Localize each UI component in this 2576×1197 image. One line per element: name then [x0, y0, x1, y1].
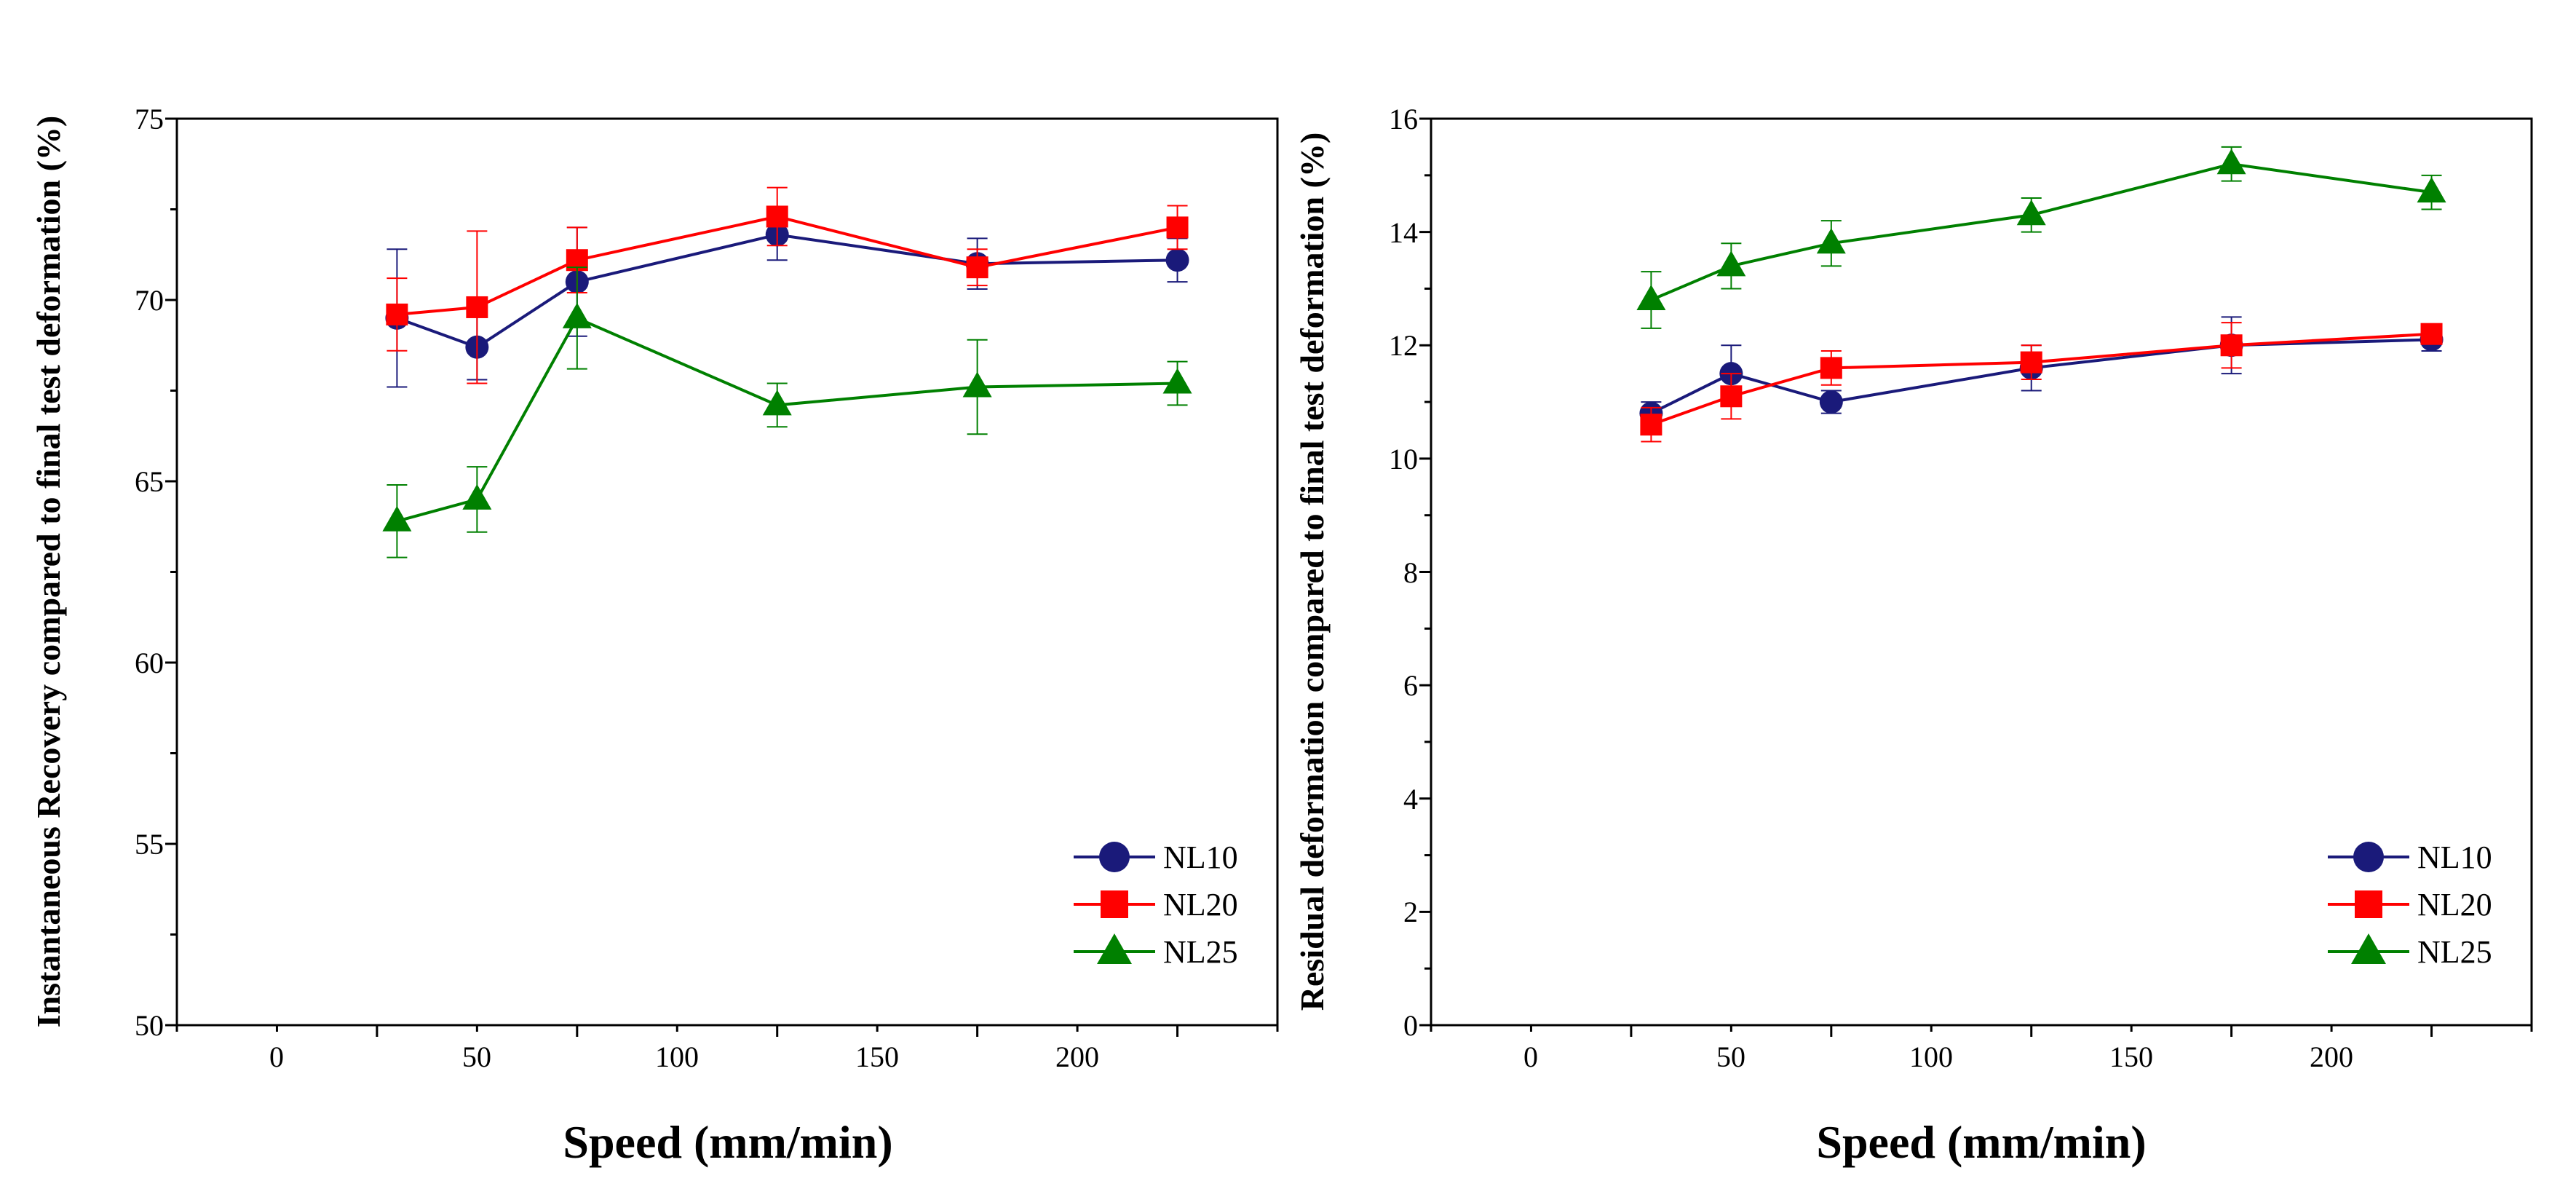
y-tick-label: 55: [135, 828, 164, 861]
data-point-nl25: [1636, 285, 1666, 310]
y-tick-label: 50: [135, 1009, 164, 1042]
series-line-nl25: [396, 316, 1178, 523]
data-point-nl25: [2417, 177, 2446, 203]
legend-marker-nl20: [1101, 890, 1128, 918]
y-tick-label: 12: [1389, 329, 1418, 362]
data-point-nl20: [766, 205, 788, 228]
legend-marker-nl25: [2351, 933, 2386, 964]
x-tick-label: 50: [1716, 1040, 1745, 1073]
series-layer: [382, 186, 1192, 558]
y-tick-label: 2: [1403, 896, 1418, 928]
y-tick-label: 70: [135, 284, 164, 317]
data-point-nl25: [2016, 200, 2046, 226]
data-point-nl20: [1820, 357, 1842, 379]
legend-marker-nl20: [2355, 890, 2382, 918]
data-point-nl20: [386, 303, 408, 325]
y-tick-label: 16: [1389, 103, 1418, 135]
x-tick-labels: 0 50 100 150 200: [1523, 1040, 2353, 1073]
left-chart: 50 55 60 65 70 75 0 50 100 150 200 Speed…: [30, 103, 1279, 1168]
y-tick-label: 60: [135, 647, 164, 679]
data-point-nl25: [562, 302, 592, 328]
right-chart: 0 2 4 6 8 10 12 14 16 0 50 100 150 200 S…: [1293, 103, 2533, 1168]
x-tick-label: 200: [2310, 1040, 2353, 1073]
x-tick-label: 0: [1523, 1040, 1538, 1073]
y-tick-labels: 50 55 60 65 70 75: [135, 103, 164, 1042]
y-tick-label: 0: [1403, 1009, 1418, 1042]
data-point-nl10: [1165, 248, 1189, 272]
data-point-nl20: [1720, 385, 1743, 408]
series-line-nl10: [1650, 338, 2432, 415]
y-tick-label: 4: [1403, 783, 1418, 815]
x-tick-label: 50: [462, 1040, 491, 1073]
y-tick-label: 8: [1403, 556, 1418, 589]
data-point-nl25: [462, 483, 492, 510]
data-point-nl25: [1716, 250, 1746, 277]
data-point-nl20: [1640, 414, 1662, 436]
series-nl10: [385, 208, 1189, 388]
plot-frame: [1430, 117, 2533, 1027]
x-tick-label: 150: [855, 1040, 899, 1073]
x-tick-label: 150: [2109, 1040, 2153, 1073]
x-tick-label: 0: [269, 1040, 284, 1073]
legend-label: NL25: [2417, 934, 2492, 970]
y-axis-title: Instantaneous Recovery compared to final…: [30, 116, 67, 1028]
x-tick-label: 200: [1055, 1040, 1099, 1073]
data-point-nl20: [1166, 216, 1189, 239]
data-point-nl20: [2020, 351, 2042, 374]
x-tick-labels: 0 50 100 150 200: [269, 1040, 1099, 1073]
x-tick-label: 100: [655, 1040, 699, 1073]
data-point-nl10: [1819, 390, 1843, 414]
legend-marker-nl10: [2353, 842, 2384, 872]
legend-label: NL25: [1163, 934, 1238, 970]
y-tick-label: 65: [135, 465, 164, 498]
data-point-nl20: [466, 296, 488, 318]
y-tick-label: 10: [1389, 443, 1418, 475]
data-point-nl25: [962, 371, 992, 398]
x-axis-title: Speed (mm/min): [1816, 1116, 2146, 1168]
legend-marker-nl10: [1099, 842, 1130, 872]
axis-ticks: [1419, 117, 2533, 1037]
plot-frame: [175, 117, 1279, 1027]
series-nl25: [382, 266, 1192, 558]
data-point-nl25: [1816, 228, 1846, 254]
series-nl25: [1636, 146, 2446, 329]
series-layer: [1636, 146, 2446, 443]
series-line-nl10: [396, 233, 1178, 349]
axis-ticks: [165, 117, 1279, 1037]
x-tick-label: 100: [1909, 1040, 1953, 1073]
series-line-nl20: [397, 215, 1178, 316]
y-tick-label: 14: [1389, 216, 1418, 249]
legend: NL10 NL20 NL25: [1074, 840, 1238, 970]
series-nl20: [1640, 322, 2443, 443]
series-nl20: [386, 186, 1189, 384]
y-tick-labels: 0 2 4 6 8 10 12 14 16: [1389, 103, 1418, 1042]
data-point-nl25: [762, 390, 792, 416]
data-point-nl25: [1162, 368, 1192, 394]
y-tick-label: 75: [135, 103, 164, 135]
legend-label: NL20: [2417, 887, 2492, 923]
legend-label: NL10: [1163, 840, 1238, 875]
y-tick-label: 6: [1403, 669, 1418, 702]
legend-label: NL20: [1163, 887, 1238, 923]
data-point-nl20: [2420, 323, 2443, 345]
legend: NL10 NL20 NL25: [2328, 840, 2492, 970]
data-point-nl20: [2220, 334, 2243, 357]
y-axis-title: Residual deformation compared to final t…: [1293, 133, 1331, 1011]
legend-marker-nl25: [1097, 933, 1132, 964]
data-point-nl25: [2216, 149, 2246, 175]
data-point-nl20: [966, 256, 988, 279]
series-line-nl20: [1650, 332, 2432, 427]
legend-label: NL10: [2417, 840, 2492, 875]
x-axis-title: Speed (mm/min): [563, 1116, 892, 1168]
series-line-nl25: [1650, 162, 2432, 301]
data-point-nl25: [382, 505, 412, 532]
